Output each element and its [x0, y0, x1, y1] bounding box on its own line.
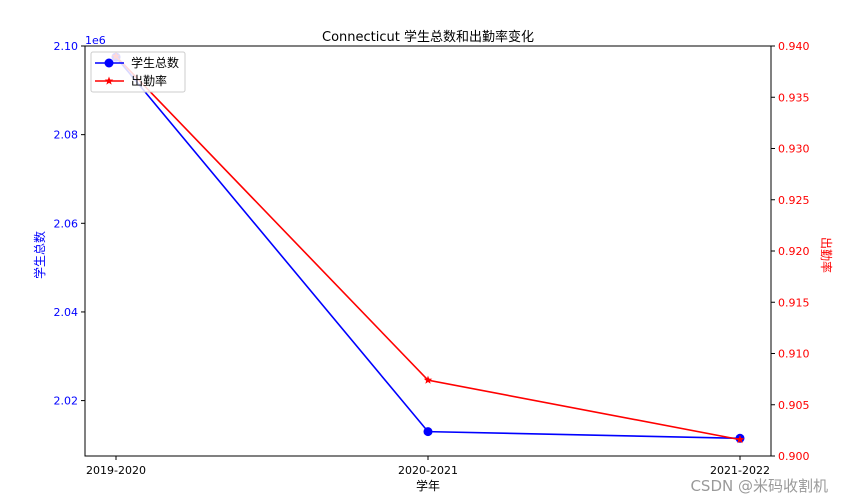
- x-tick-label: 2020-2021: [398, 464, 458, 477]
- left-y-tick-label: 2.06: [54, 217, 79, 230]
- left-axis-scale-label: 1e6: [85, 34, 106, 47]
- right-y-tick-label: 0.935: [778, 91, 810, 104]
- left-y-axis: 2.02 2.04 2.06 2.08 2.10: [54, 40, 85, 408]
- right-y-axis: 0.900 0.905 0.910 0.915 0.920 0.925 0.930 0.935…: [771, 40, 810, 463]
- x-tick-label: 2021-2022: [710, 464, 770, 477]
- chart-title: Connecticut 学生总数和出勤率变化: [322, 29, 534, 45]
- right-y-tick-label: 0.925: [778, 194, 810, 207]
- left-y-tick-label: 2.02: [54, 395, 79, 408]
- x-axis: 2019-2020 2020-2021 2021-2022: [86, 456, 770, 477]
- right-y-tick-label: 0.910: [778, 348, 810, 361]
- right-y-tick-label: 0.920: [778, 245, 810, 258]
- series-line-1: [115, 55, 741, 441]
- series-layer: [111, 51, 745, 444]
- legend-label-attendance: 出勤率: [131, 73, 167, 88]
- right-y-tick-label: 0.905: [778, 399, 810, 412]
- right-y-tick-label: 0.900: [778, 450, 810, 463]
- plot-frame: [84, 45, 772, 457]
- legend: 学生总数 出勤率: [90, 51, 186, 93]
- legend-box: [90, 51, 186, 93]
- right-y-tick-label: 0.915: [778, 296, 810, 309]
- left-y-tick-label: 2.10: [54, 40, 79, 53]
- left-y-tick-label: 2.04: [54, 306, 79, 319]
- series-1-point: [735, 435, 745, 444]
- legend-marker-attendance: [104, 76, 114, 85]
- series-0-point: [423, 427, 433, 437]
- x-tick-label: 2019-2020: [86, 464, 146, 477]
- left-axis-label: 学生总数: [32, 231, 47, 279]
- legend-marker-students: [104, 58, 114, 68]
- right-y-tick-label: 0.940: [778, 40, 810, 53]
- x-axis-label: 学年: [416, 478, 440, 493]
- watermark: CSDN @米码收割机: [690, 477, 828, 495]
- right-y-tick-label: 0.930: [778, 143, 810, 156]
- left-y-tick-label: 2.08: [54, 129, 79, 142]
- series-1-point: [423, 375, 433, 384]
- right-axis-label: 出勤率: [819, 237, 834, 273]
- legend-label-students: 学生总数: [131, 55, 179, 70]
